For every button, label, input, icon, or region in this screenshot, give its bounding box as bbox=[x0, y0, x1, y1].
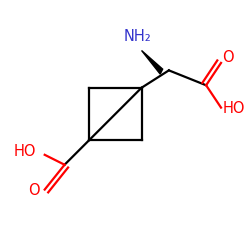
Text: HO: HO bbox=[14, 144, 36, 158]
Text: NH₂: NH₂ bbox=[124, 29, 152, 44]
Polygon shape bbox=[142, 50, 163, 74]
Text: O: O bbox=[222, 50, 234, 66]
Text: O: O bbox=[28, 183, 39, 198]
Text: HO: HO bbox=[222, 101, 245, 116]
